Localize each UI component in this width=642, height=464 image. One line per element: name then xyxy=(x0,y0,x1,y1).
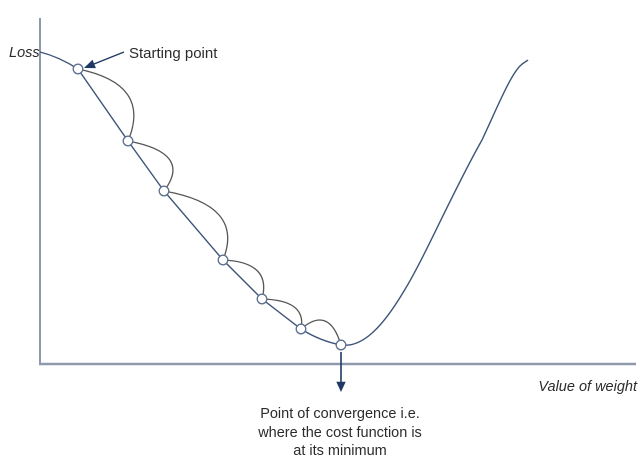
descent-marker xyxy=(256,293,268,305)
descent-marker xyxy=(122,135,134,147)
descent-markers xyxy=(72,63,347,351)
convergence-caption-line1: Point of convergence i.e. xyxy=(260,406,420,422)
starting-point-label: Starting point xyxy=(129,45,218,62)
starting-point-arrowhead xyxy=(84,59,96,69)
descent-marker xyxy=(72,63,84,75)
descent-marker xyxy=(158,185,170,197)
x-axis-label: Value of weight xyxy=(538,379,638,395)
starting-point-annotation: Starting point xyxy=(84,45,218,69)
loss-curve xyxy=(39,51,529,346)
convergence-caption-line3: at its minimum xyxy=(293,443,386,459)
convergence-annotation: Point of convergence i.e. where the cost… xyxy=(257,352,422,459)
y-axis-label: Loss xyxy=(9,45,40,61)
descent-bounce-arcs xyxy=(77,68,342,346)
descent-marker xyxy=(217,254,229,266)
convergence-arrowhead xyxy=(336,381,346,392)
starting-point-arrow-line xyxy=(93,51,125,65)
descent-marker xyxy=(335,339,347,351)
convergence-caption-line2: where the cost function is xyxy=(257,425,422,441)
descent-marker xyxy=(295,323,307,335)
